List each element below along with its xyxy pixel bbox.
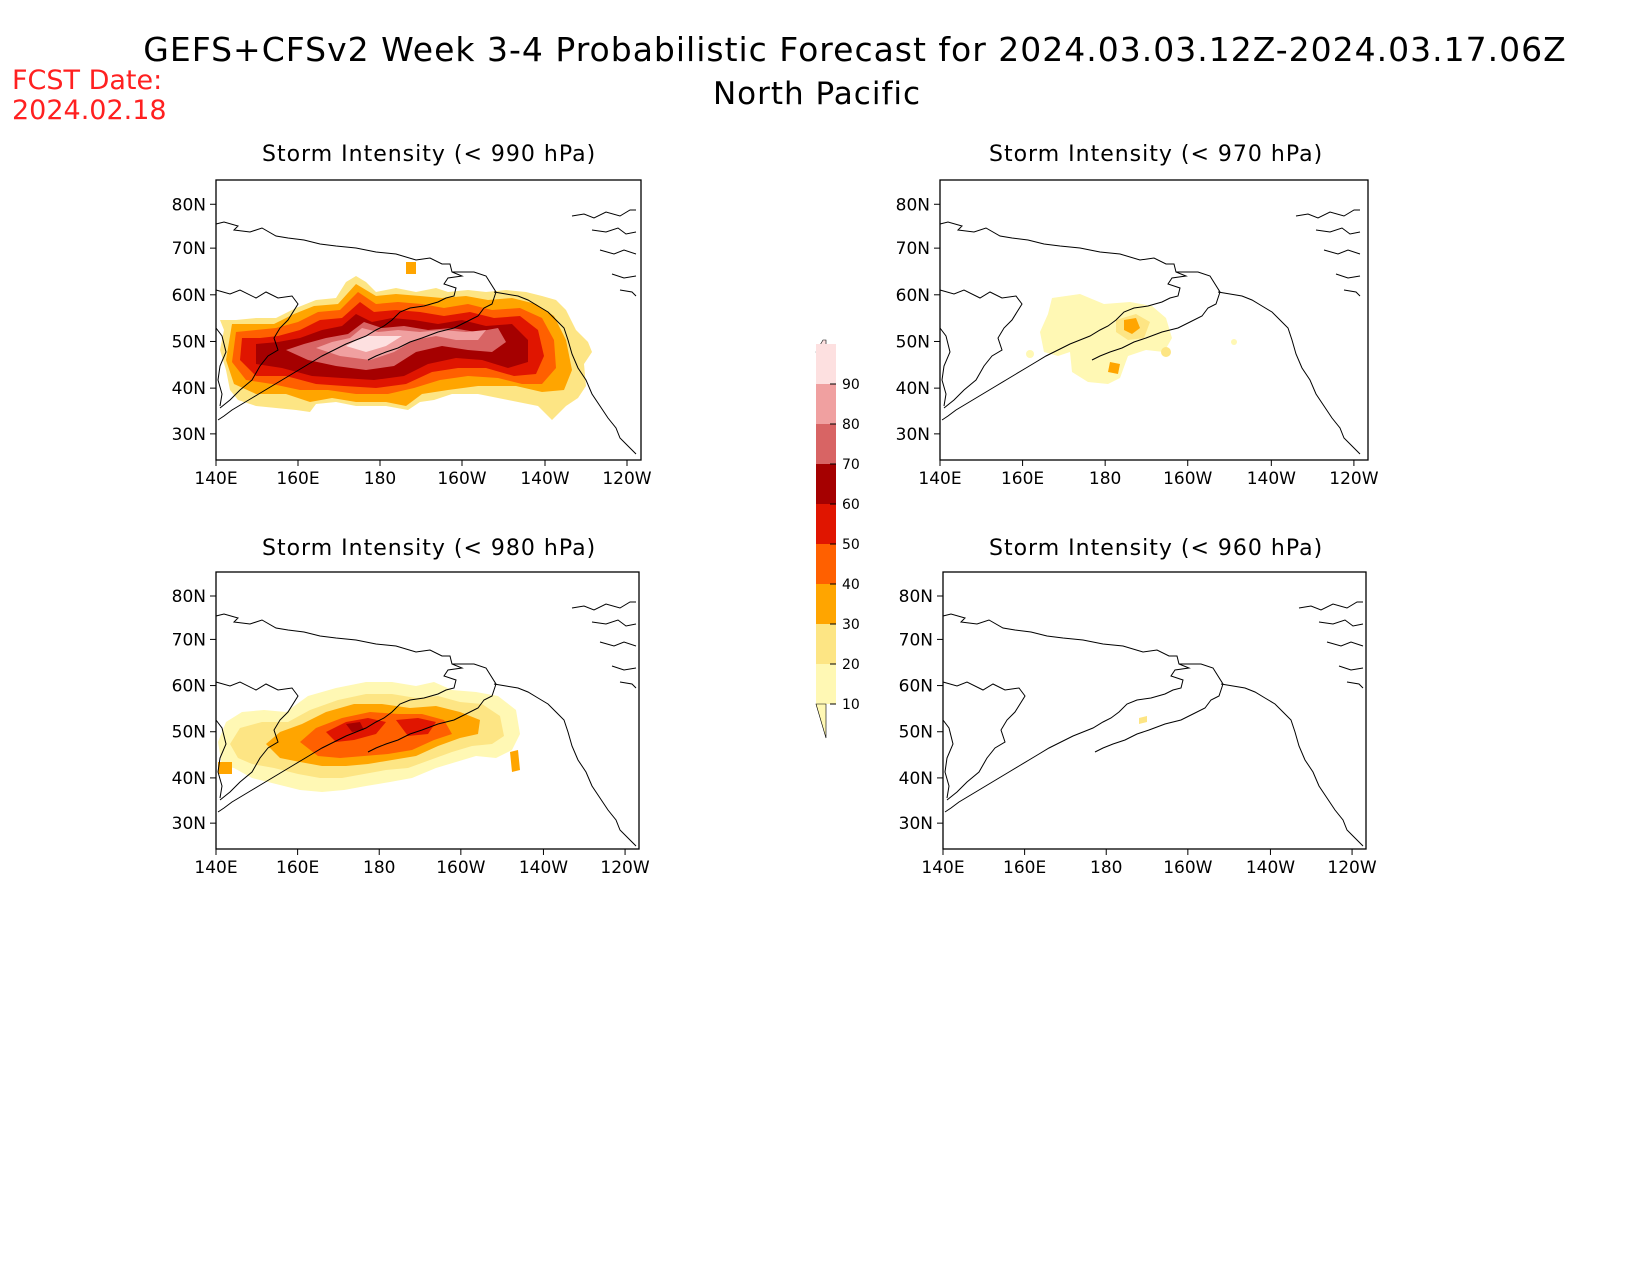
lat-label: 60N xyxy=(899,677,933,697)
map-panel-980 xyxy=(215,571,640,850)
legend-tick-label: 20 xyxy=(842,657,860,673)
lon-label: 160W xyxy=(1163,858,1212,878)
lat-label: 80N xyxy=(172,195,206,215)
legend-box xyxy=(816,584,836,624)
legend-box xyxy=(816,544,836,584)
lat-label: 40N xyxy=(899,769,933,789)
legend-box xyxy=(816,624,836,664)
lon-label: 160W xyxy=(436,858,485,878)
lon-label: 120W xyxy=(1329,469,1378,489)
panel-title-990: Storm Intensity (< 990 hPa) xyxy=(262,142,597,167)
lon-label: 160E xyxy=(276,469,319,489)
lon-label: 180 xyxy=(1090,858,1122,878)
legend-tick-label: 30 xyxy=(842,617,860,633)
lat-label: 70N xyxy=(896,239,930,259)
lon-label: 180 xyxy=(1089,469,1121,489)
lat-label: 30N xyxy=(172,814,206,834)
legend-box xyxy=(816,344,836,384)
lat-label: 70N xyxy=(899,630,933,650)
fcst-label: FCST Date: xyxy=(12,65,163,96)
legend-tick-labels: 10 20 30 40 50 60 70 80 90 xyxy=(830,377,860,713)
legend-box xyxy=(816,664,836,704)
lat-label: 40N xyxy=(896,379,930,399)
lat-label: 50N xyxy=(899,723,933,743)
probability-field-970 xyxy=(1026,294,1237,384)
lon-label: 140W xyxy=(1247,469,1296,489)
lon-label: 140E xyxy=(194,858,237,878)
probability-field-990 xyxy=(220,262,592,420)
panel-title-960: Storm Intensity (< 960 hPa) xyxy=(989,536,1324,561)
lon-label: 140E xyxy=(918,469,961,489)
lon-label: 160E xyxy=(276,858,319,878)
map-panel-970 xyxy=(939,179,1369,461)
lon-label: 140E xyxy=(921,858,964,878)
legend-tick-label: 80 xyxy=(842,417,860,433)
legend-box xyxy=(816,504,836,544)
legend-tick-label: 90 xyxy=(842,377,860,393)
lon-label: 160E xyxy=(1003,858,1046,878)
legend-bottom-tip xyxy=(815,703,827,739)
lat-label: 30N xyxy=(172,425,206,445)
lon-label: 180 xyxy=(364,469,396,489)
fcst-date: 2024.02.18 xyxy=(12,95,167,126)
lat-label: 50N xyxy=(172,723,206,743)
legend-color-boxes xyxy=(816,344,836,704)
lon-label: 140W xyxy=(519,858,568,878)
legend-box xyxy=(816,464,836,504)
lon-label: 180 xyxy=(363,858,395,878)
map-panel-990 xyxy=(215,179,642,461)
lon-label: 140W xyxy=(1246,858,1295,878)
legend-box xyxy=(816,424,836,464)
panel-title-970: Storm Intensity (< 970 hPa) xyxy=(989,142,1324,167)
legend-tick-label: 10 xyxy=(842,697,860,713)
lon-label: 140E xyxy=(194,469,237,489)
main-title: GEFS+CFSv2 Week 3-4 Probabilistic Foreca… xyxy=(143,30,1567,69)
lat-label: 30N xyxy=(896,425,930,445)
lat-label: 60N xyxy=(172,286,206,306)
lat-label: 70N xyxy=(172,239,206,259)
lat-label: 80N xyxy=(172,587,206,607)
lat-label: 40N xyxy=(172,379,206,399)
lat-label: 40N xyxy=(172,769,206,789)
lat-label: 50N xyxy=(896,332,930,352)
legend-tick-label: 40 xyxy=(842,577,860,593)
lat-label: 60N xyxy=(896,286,930,306)
axis-labels: 80N 70N 60N 50N 40N 30N 140E 160E 180 160W 140W 120… xyxy=(172,195,1379,878)
region-subtitle: North Pacific xyxy=(712,76,922,112)
map-panel-960 xyxy=(942,571,1367,850)
lon-label: 160E xyxy=(1001,469,1044,489)
lat-label: 50N xyxy=(172,332,206,352)
lon-label: 160W xyxy=(437,469,486,489)
lon-label: 120W xyxy=(600,858,649,878)
legend-tick-label: 50 xyxy=(842,537,860,553)
lat-label: 70N xyxy=(172,630,206,650)
lon-label: 120W xyxy=(602,469,651,489)
lon-label: 160W xyxy=(1163,469,1212,489)
probability-field-960 xyxy=(1139,716,1147,724)
lat-label: 80N xyxy=(899,587,933,607)
lat-label: 80N xyxy=(896,195,930,215)
probability-field-980 xyxy=(218,682,520,792)
lat-label: 60N xyxy=(172,677,206,697)
legend-tick-label: 70 xyxy=(842,457,860,473)
lon-label: 140W xyxy=(520,469,569,489)
legend-box xyxy=(816,384,836,424)
lon-label: 120W xyxy=(1327,858,1376,878)
legend-tick-label: 60 xyxy=(842,497,860,513)
panel-title-980: Storm Intensity (< 980 hPa) xyxy=(262,536,597,561)
lat-label: 30N xyxy=(899,814,933,834)
